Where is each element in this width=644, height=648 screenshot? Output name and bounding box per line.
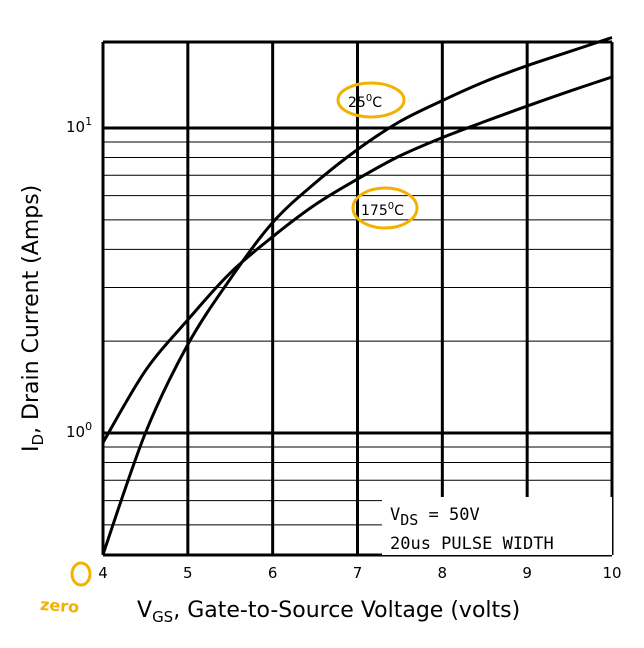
series-line-25c xyxy=(101,36,613,555)
annotation-vds: VDS = 50V xyxy=(390,505,480,529)
y-tick-labels: 100 101 xyxy=(66,115,92,441)
handwritten-zero-text: zero xyxy=(40,595,80,617)
x-tick-4: 4 xyxy=(98,564,108,582)
x-tick-8: 8 xyxy=(438,564,448,582)
annotation-pulse-width: 20us PULSE WIDTH xyxy=(390,534,554,554)
x-tick-5: 5 xyxy=(183,564,193,582)
x-tick-9: 9 xyxy=(522,564,532,582)
y-tick-1e1: 101 xyxy=(66,115,92,136)
x-tick-7: 7 xyxy=(353,564,363,582)
series-label-175c: 1750C xyxy=(361,201,404,219)
x-tick-labels: 4 5 6 7 8 9 10 xyxy=(98,564,621,582)
y-axis-title: ID, Drain Current (Amps) xyxy=(19,185,47,452)
highlight-circle-25c xyxy=(336,81,406,119)
x-tick-10: 10 xyxy=(602,564,621,582)
grid xyxy=(101,40,614,557)
x-tick-6: 6 xyxy=(268,564,278,582)
y-tick-1e0: 100 xyxy=(66,420,92,441)
highlight-circle-175c xyxy=(351,186,419,230)
series-line-175c xyxy=(101,75,613,444)
handwritten-zero-circle xyxy=(70,561,92,587)
x-axis-title: VGS, Gate-to-Source Voltage (volts) xyxy=(137,598,520,626)
series-layer xyxy=(101,36,613,555)
series-label-25c: 250C xyxy=(348,93,382,111)
annotation-box xyxy=(382,497,612,555)
